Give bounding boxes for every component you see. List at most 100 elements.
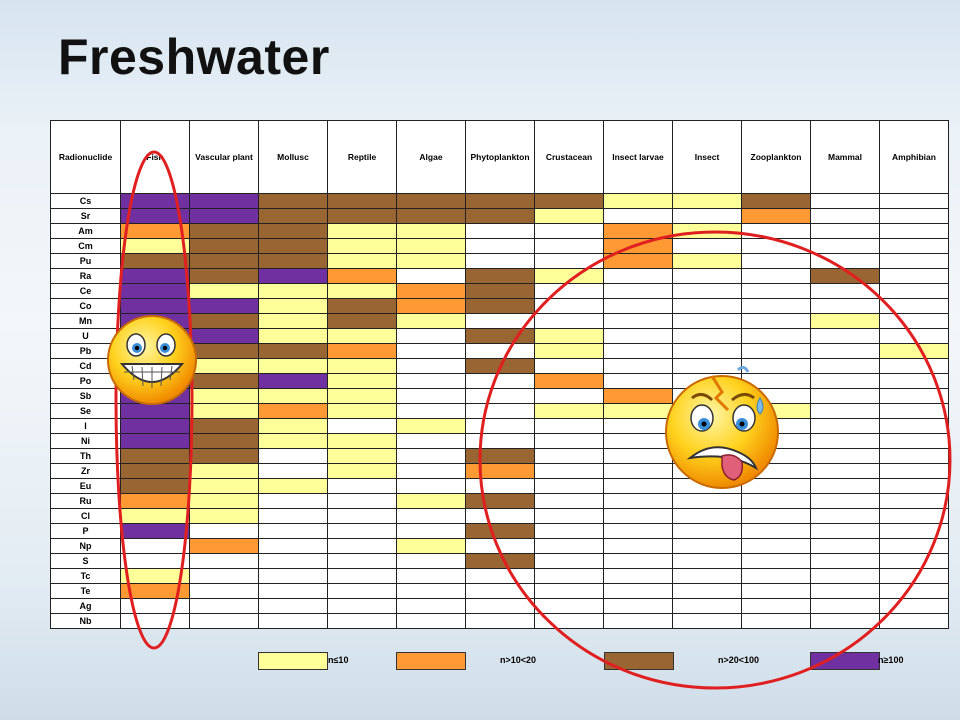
heatmap-cell xyxy=(810,283,880,299)
heatmap-cell xyxy=(534,613,604,629)
heatmap-cell xyxy=(396,298,466,314)
heatmap-cell xyxy=(879,508,949,524)
heatmap-cell xyxy=(396,583,466,599)
heatmap-cell xyxy=(258,343,328,359)
heatmap-cell xyxy=(603,403,673,419)
heatmap-cell xyxy=(810,313,880,329)
heatmap-cell xyxy=(327,298,397,314)
table-row: Ra xyxy=(50,268,949,284)
heatmap-cell xyxy=(120,568,190,584)
heatmap-cell xyxy=(741,223,811,239)
heatmap-cell xyxy=(189,328,259,344)
heatmap-cell xyxy=(672,613,742,629)
heatmap-cell xyxy=(465,583,535,599)
table-row: Sr xyxy=(50,208,949,224)
heatmap-cell xyxy=(189,538,259,554)
heatmap-cell xyxy=(465,223,535,239)
heatmap-cell xyxy=(258,553,328,569)
heatmap-cell xyxy=(465,313,535,329)
heatmap-cell xyxy=(810,478,880,494)
heatmap-cell xyxy=(258,283,328,299)
heatmap-cell xyxy=(396,268,466,284)
heatmap-cell xyxy=(534,433,604,449)
table-row: Sb xyxy=(50,388,949,404)
heatmap-cell xyxy=(258,418,328,434)
heatmap-cell xyxy=(879,253,949,269)
heatmap-cell xyxy=(534,283,604,299)
legend-swatch xyxy=(810,652,880,670)
heatmap-cell xyxy=(258,328,328,344)
heatmap-cell xyxy=(465,238,535,254)
row-label-nb: Nb xyxy=(50,613,121,629)
heatmap-cell xyxy=(327,208,397,224)
heatmap-cell xyxy=(672,298,742,314)
row-label-am: Am xyxy=(50,223,121,239)
heatmap-cell xyxy=(258,388,328,404)
heatmap-cell xyxy=(189,403,259,419)
heatmap-cell xyxy=(603,523,673,539)
table-row: I xyxy=(50,418,949,434)
heatmap-cell xyxy=(465,268,535,284)
heatmap-cell xyxy=(120,388,190,404)
row-label-pu: Pu xyxy=(50,253,121,269)
heatmap-cell xyxy=(879,388,949,404)
heatmap-cell xyxy=(258,223,328,239)
heatmap-cell xyxy=(810,448,880,464)
legend-label: n>10<20 xyxy=(500,655,537,665)
heatmap-cell xyxy=(603,478,673,494)
heatmap-cell xyxy=(120,238,190,254)
row-label-s: S xyxy=(50,553,121,569)
heatmap-cell xyxy=(258,613,328,629)
heatmap-cell xyxy=(741,343,811,359)
row-label-ru: Ru xyxy=(50,493,121,509)
heatmap-cell xyxy=(534,538,604,554)
heatmap-cell xyxy=(396,613,466,629)
heatmap-cell xyxy=(879,373,949,389)
heatmap-cell xyxy=(465,448,535,464)
heatmap-cell xyxy=(189,343,259,359)
heatmap-cell xyxy=(396,478,466,494)
heatmap-cell xyxy=(603,613,673,629)
heatmap-cell xyxy=(534,238,604,254)
heatmap-cell xyxy=(327,478,397,494)
heatmap-cell xyxy=(741,568,811,584)
heatmap-cell xyxy=(327,328,397,344)
heatmap-cell xyxy=(327,568,397,584)
heatmap-cell xyxy=(465,343,535,359)
heatmap-cell xyxy=(465,358,535,374)
heatmap-cell xyxy=(741,208,811,224)
heatmap-cell xyxy=(327,613,397,629)
row-label-cs: Cs xyxy=(50,193,121,209)
heatmap-cell xyxy=(120,328,190,344)
heatmap-cell xyxy=(465,298,535,314)
heatmap-cell xyxy=(189,298,259,314)
heatmap-cell xyxy=(879,553,949,569)
heatmap-cell xyxy=(465,253,535,269)
heatmap-cell xyxy=(120,358,190,374)
table-row: Ni xyxy=(50,433,949,449)
table-row: Nb xyxy=(50,613,949,629)
column-header-algae: Algae xyxy=(396,120,466,194)
heatmap-cell xyxy=(120,613,190,629)
heatmap-cell xyxy=(672,328,742,344)
heatmap-cell xyxy=(741,538,811,554)
heatmap-cell xyxy=(879,448,949,464)
heatmap-cell xyxy=(672,433,742,449)
heatmap-cell xyxy=(120,298,190,314)
heatmap-cell xyxy=(189,208,259,224)
heatmap-cell xyxy=(741,313,811,329)
heatmap-cell xyxy=(258,493,328,509)
heatmap-cell xyxy=(810,388,880,404)
row-label-mn: Mn xyxy=(50,313,121,329)
heatmap-cell xyxy=(672,193,742,209)
heatmap-cell xyxy=(603,358,673,374)
heatmap-cell xyxy=(327,358,397,374)
heatmap-cell xyxy=(879,478,949,494)
heatmap-cell xyxy=(879,613,949,629)
heatmap-cell xyxy=(879,328,949,344)
heatmap-cell xyxy=(120,478,190,494)
heatmap-cell xyxy=(120,553,190,569)
row-label-cm: Cm xyxy=(50,238,121,254)
row-label-se: Se xyxy=(50,403,121,419)
heatmap-cell xyxy=(396,553,466,569)
